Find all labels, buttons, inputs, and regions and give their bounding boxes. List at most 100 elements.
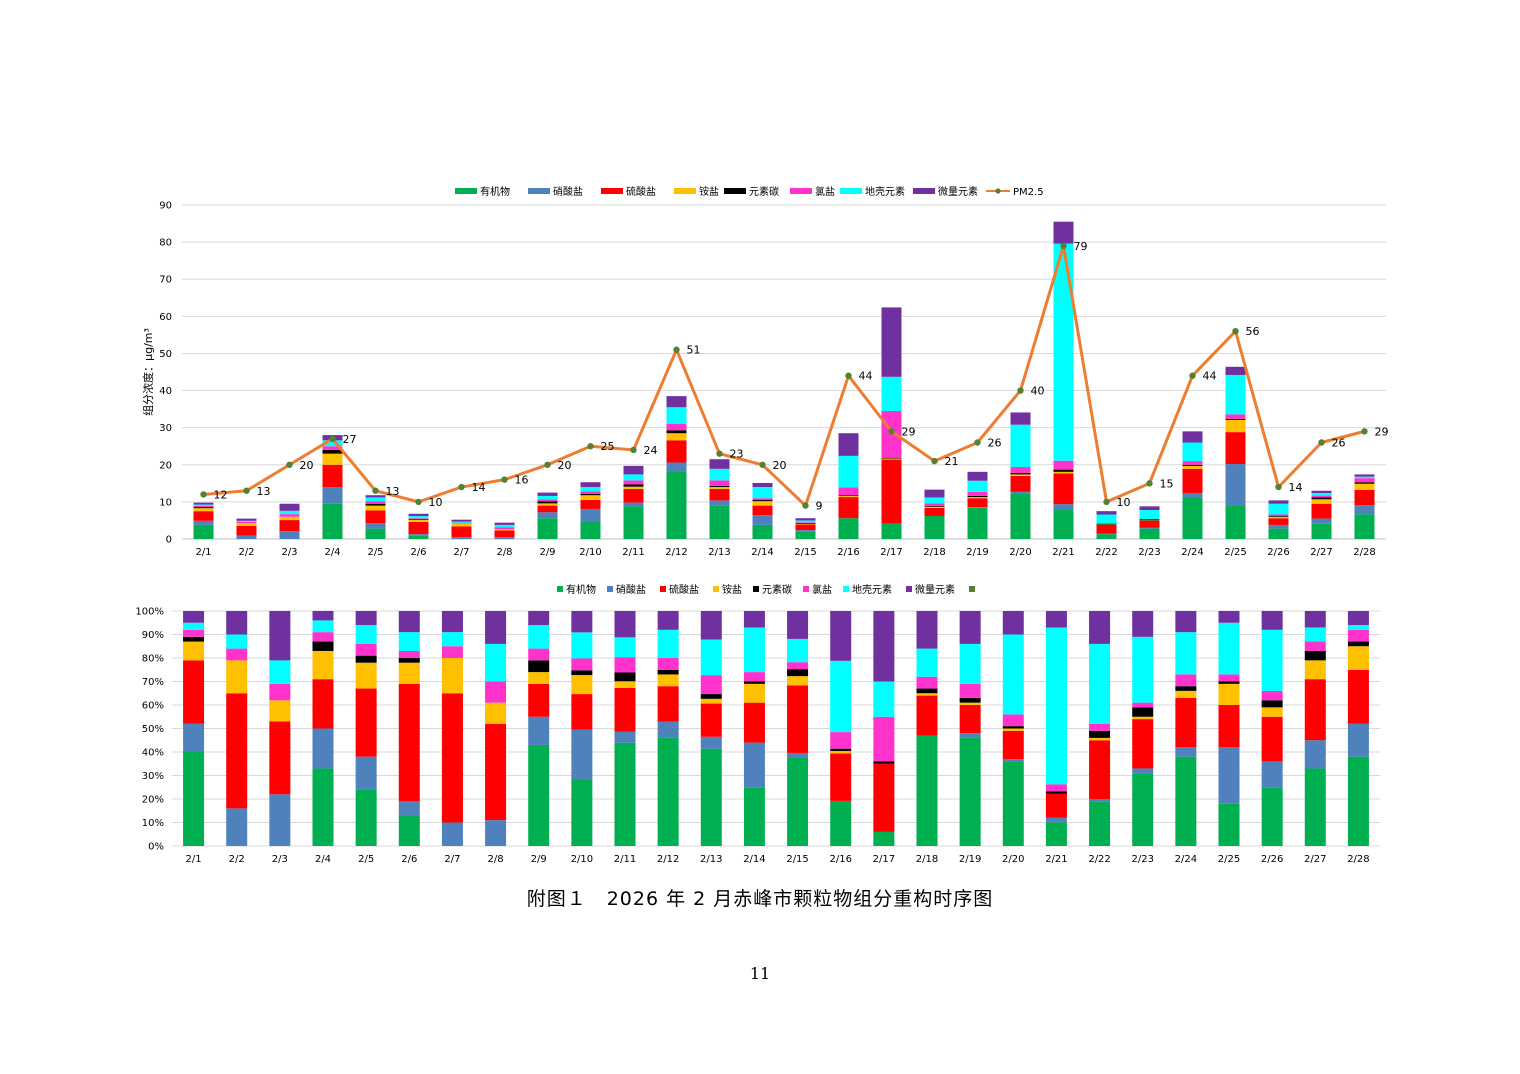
pm25-point (501, 476, 508, 483)
top-bar-segment (365, 523, 386, 529)
bottom-x-tick-label: 2/13 (700, 854, 722, 865)
bottom-bar-segment (398, 632, 420, 651)
top-x-tick-label: 2/5 (367, 547, 383, 558)
top-bar-segment (623, 486, 644, 489)
bottom-x-tick-label: 2/26 (1261, 854, 1283, 865)
top-bar-segment (1053, 504, 1074, 511)
top-bar-segment (709, 488, 730, 501)
bottom-bar-segment (873, 831, 895, 846)
bottom-bar-segment (1089, 643, 1111, 724)
bottom-legend-swatch (607, 586, 613, 592)
bottom-bar-segment (226, 660, 248, 694)
top-bar-segment (1182, 468, 1203, 493)
top-legend-swatch (455, 188, 477, 194)
bottom-bar-segment (528, 716, 550, 745)
bottom-legend-label: 地壳元素 (852, 583, 892, 596)
top-y-axis-label: 组分浓度：μg/m³ (141, 328, 155, 416)
bottom-bar-segment (312, 679, 334, 729)
bottom-bar-segment (657, 611, 679, 630)
top-bar-segment (967, 480, 988, 492)
bottom-legend-swatch (660, 586, 666, 592)
top-bar-segment (1053, 473, 1074, 505)
top-bar-segment (580, 482, 601, 488)
top-x-tick-label: 2/22 (1095, 547, 1117, 558)
top-legend-swatch (840, 188, 862, 194)
top-y-tick-label: 0 (166, 535, 172, 546)
pm25-data-label: 51 (687, 344, 701, 357)
top-bar-segment (1010, 412, 1031, 425)
bottom-bar-segment (355, 662, 377, 689)
top-bar-segment (494, 530, 515, 538)
top-bar-segment (967, 495, 988, 498)
pm25-point (759, 461, 766, 468)
bottom-bar-segment (571, 694, 593, 730)
top-bar-segment (623, 502, 644, 507)
top-bar-segment (1354, 474, 1375, 477)
pm25-line-path (203, 244, 1365, 508)
bottom-bar-segment (1304, 740, 1326, 769)
top-bar-segment (709, 485, 730, 488)
bottom-bar-segment (959, 705, 981, 734)
bottom-bar-segment (743, 683, 765, 703)
bottom-bar-segment (1002, 634, 1024, 715)
top-bar-segment (752, 482, 773, 488)
top-bar-segment (924, 505, 945, 507)
top-bar-segment (1311, 495, 1332, 498)
pm25-data-label: 26 (1332, 437, 1346, 450)
bottom-bar-segment (787, 676, 809, 686)
bottom-bar-segment (743, 702, 765, 743)
bottom-bar-segment (1261, 700, 1283, 708)
top-bar-segment (838, 495, 859, 496)
top-x-tick-label: 2/15 (794, 547, 816, 558)
bottom-bar-segment (1347, 641, 1369, 647)
top-bar-segment (236, 520, 257, 522)
bottom-bar-segment (1261, 611, 1283, 630)
bottom-bar-segment (1261, 690, 1283, 701)
bottom-x-tick-label: 2/14 (743, 854, 765, 865)
top-bar-segment (1354, 478, 1375, 483)
bottom-bar-segment (916, 693, 938, 696)
top-bar-segment (1268, 515, 1289, 517)
bottom-bar-segment (1002, 761, 1024, 846)
bottom-bar-segment (1261, 761, 1283, 788)
bottom-bar-segment (1218, 705, 1240, 748)
pm25-data-label: 16 (515, 474, 529, 487)
pm25-data-label: 20 (300, 459, 314, 472)
top-y-tick-label: 70 (159, 275, 172, 286)
bottom-bar-segment (269, 683, 291, 701)
top-y-tick-label: 90 (159, 201, 172, 212)
bottom-y-tick-label: 60% (142, 701, 164, 712)
top-bar-segment (365, 495, 386, 498)
top-legend-swatch (674, 188, 696, 194)
pm25-data-label: 14 (472, 481, 486, 494)
pm25-point (200, 491, 207, 498)
top-bar-segment (1096, 523, 1117, 525)
bottom-bar-segment (787, 662, 809, 670)
pm25-point (974, 439, 981, 446)
bottom-bar-segment (226, 693, 248, 809)
bottom-bar-segment (700, 694, 722, 699)
top-bar-segment (279, 516, 300, 521)
top-legend-line-label: PM2.5 (1013, 187, 1044, 198)
bottom-bar-segment (916, 611, 938, 649)
top-bar-segment (967, 498, 988, 508)
bottom-bar-segment (1045, 611, 1067, 628)
top-bar-segment (1268, 514, 1289, 516)
bottom-bar-segment (1218, 622, 1240, 675)
top-y-tick-label: 10 (159, 497, 172, 508)
pm25-point (415, 498, 422, 506)
bottom-bar-segment (183, 611, 205, 623)
top-bar-segment (322, 453, 343, 465)
pm25-data-label: 15 (1160, 477, 1174, 490)
top-bar-segment (193, 502, 214, 505)
bottom-bar-segment (916, 695, 938, 736)
pm25-data-label: 12 (214, 488, 228, 501)
bottom-bar-segment (743, 742, 765, 788)
top-bar-segment (494, 528, 515, 531)
top-bar-segment (623, 465, 644, 475)
top-bar-segment (279, 520, 300, 532)
bottom-bar-segment (1304, 627, 1326, 642)
top-y-tick-label: 50 (159, 349, 172, 360)
pm25-data-label: 25 (601, 440, 615, 453)
bottom-y-tick-label: 50% (142, 724, 164, 735)
